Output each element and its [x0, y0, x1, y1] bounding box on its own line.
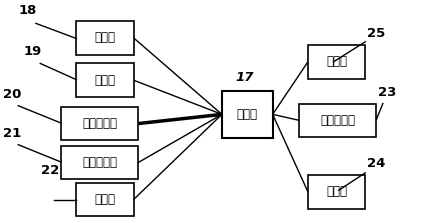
- FancyBboxPatch shape: [76, 64, 134, 97]
- FancyBboxPatch shape: [76, 21, 134, 55]
- FancyBboxPatch shape: [308, 175, 365, 209]
- Text: 流量控制阀: 流量控制阀: [320, 114, 355, 127]
- Text: 25: 25: [367, 27, 385, 40]
- Text: 23: 23: [378, 86, 396, 99]
- Text: 22: 22: [41, 164, 59, 177]
- FancyBboxPatch shape: [308, 45, 365, 79]
- Text: 变频器: 变频器: [326, 55, 347, 68]
- Text: 24: 24: [367, 157, 385, 170]
- Text: 流量计: 流量计: [95, 193, 116, 206]
- Text: 输入称重计: 输入称重计: [82, 117, 117, 130]
- FancyBboxPatch shape: [61, 146, 138, 179]
- Text: 测温计: 测温计: [95, 31, 116, 44]
- Text: 控制器: 控制器: [237, 108, 258, 121]
- Text: 输出称重计: 输出称重计: [82, 156, 117, 169]
- Text: 21: 21: [4, 127, 21, 140]
- FancyBboxPatch shape: [222, 91, 273, 138]
- Text: 17: 17: [235, 71, 254, 84]
- Text: 19: 19: [23, 45, 41, 58]
- Text: 20: 20: [3, 88, 22, 101]
- Text: 计时器: 计时器: [95, 74, 116, 87]
- FancyBboxPatch shape: [76, 183, 134, 216]
- Text: 18: 18: [19, 4, 37, 17]
- FancyBboxPatch shape: [299, 103, 376, 137]
- Text: 显示器: 显示器: [326, 185, 347, 198]
- FancyBboxPatch shape: [61, 107, 138, 140]
